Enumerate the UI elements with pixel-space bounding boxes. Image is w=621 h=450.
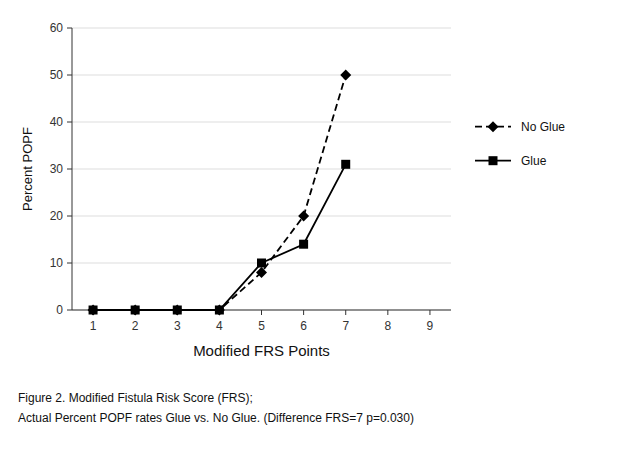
point	[299, 240, 308, 249]
grid-line	[72, 216, 451, 217]
point	[341, 160, 350, 169]
point	[214, 305, 225, 316]
grid-line	[72, 122, 451, 123]
point	[257, 259, 266, 268]
y-tick-label: 10	[50, 256, 64, 270]
point	[172, 305, 183, 316]
x-tick	[429, 310, 430, 315]
point	[89, 306, 98, 315]
chart: 1 2 3 4 5 6 7 8 9 0 10 20 30 40 50 60 Modified FRS Point…	[0, 0, 621, 450]
series	[88, 70, 352, 316]
series-line	[93, 164, 346, 310]
grid-line	[72, 169, 451, 170]
x-tick-label: 8	[384, 319, 391, 333]
legend-label: Glue	[521, 154, 547, 168]
y-tick-label: 0	[56, 303, 63, 317]
point	[215, 306, 224, 315]
y-tick-label: 60	[50, 21, 64, 35]
grid	[72, 28, 451, 310]
legend: No Glue Glue	[475, 120, 565, 168]
point	[298, 211, 309, 222]
point	[173, 306, 182, 315]
caption: Actual Percent POPF rates Glue vs. No Gl…	[18, 411, 414, 425]
y-tick	[67, 28, 72, 29]
axes: 1 2 3 4 5 6 7 8 9 0 10 20 30 40 50 60	[50, 21, 451, 333]
x-tick	[261, 310, 262, 315]
x-tick-label: 5	[258, 319, 265, 333]
x-tick-label: 2	[132, 319, 139, 333]
y-tick	[67, 122, 72, 123]
y-tick	[67, 263, 72, 264]
x-tick	[345, 310, 346, 315]
y-tick-label: 20	[50, 209, 64, 223]
point	[131, 306, 140, 315]
x-tick-label: 7	[342, 319, 349, 333]
legend-label: No Glue	[521, 120, 565, 134]
legend-marker	[489, 156, 498, 165]
x-tick-label: 4	[216, 319, 223, 333]
x-tick	[303, 310, 304, 315]
series-line	[93, 75, 346, 310]
x-tick-label: 6	[300, 319, 307, 333]
x-axis-label: Modified FRS Points	[193, 342, 330, 359]
grid-line	[72, 75, 451, 76]
x-tick-label: 9	[427, 319, 434, 333]
y-tick	[67, 75, 72, 76]
plot-area	[88, 70, 352, 316]
x-tick-label: 3	[174, 319, 181, 333]
y-tick-label: 40	[50, 115, 64, 129]
y-tick-label: 50	[50, 68, 64, 82]
x-tick-label: 1	[90, 319, 97, 333]
point	[340, 70, 351, 81]
series	[89, 160, 351, 315]
caption: Figure 2. Modified Fistula Risk Score (F…	[18, 391, 253, 405]
y-tick	[67, 169, 72, 170]
point	[88, 305, 99, 316]
grid-line	[72, 28, 451, 29]
y-tick	[67, 216, 72, 217]
y-axis-label: Percent POPF	[20, 127, 35, 211]
y-tick-label: 30	[50, 162, 64, 176]
x-tick	[387, 310, 388, 315]
point	[130, 305, 141, 316]
y-tick	[67, 310, 72, 311]
legend-marker	[488, 121, 499, 132]
